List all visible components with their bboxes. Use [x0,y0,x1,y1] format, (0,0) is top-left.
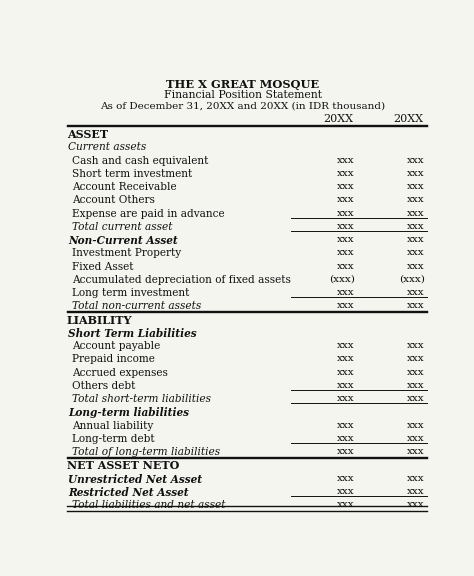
Text: xxx: xxx [337,447,355,456]
Text: Account Receivable: Account Receivable [72,182,177,192]
Text: Annual liability: Annual liability [72,420,154,430]
Text: Total non-current assets: Total non-current assets [72,301,201,312]
Text: xxx: xxx [407,156,425,165]
Text: NET ASSET NETO: NET ASSET NETO [66,460,179,471]
Text: Total liabilities and net asset: Total liabilities and net asset [72,500,226,510]
Text: xxx: xxx [337,195,355,204]
Text: Account payable: Account payable [72,341,160,351]
Text: xxx: xxx [337,156,355,165]
Text: xxx: xxx [337,169,355,178]
Text: xxx: xxx [407,195,425,204]
Text: xxx: xxx [337,262,355,271]
Text: xxx: xxx [337,473,355,483]
Text: xxx: xxx [407,420,425,430]
Text: xxx: xxx [337,354,355,363]
Text: (xxx): (xxx) [399,275,425,284]
Text: xxx: xxx [337,367,355,377]
Text: xxx: xxx [407,182,425,191]
Text: xxx: xxx [337,500,355,509]
Text: Non-Current Asset: Non-Current Asset [68,235,178,246]
Text: xxx: xxx [407,434,425,443]
Text: xxx: xxx [407,235,425,244]
Text: xxx: xxx [337,381,355,390]
Text: Total current asset: Total current asset [72,222,173,232]
Text: xxx: xxx [407,209,425,218]
Text: xxx: xxx [407,262,425,271]
Text: xxx: xxx [337,487,355,496]
Text: xxx: xxx [407,367,425,377]
Text: xxx: xxx [407,301,425,310]
Text: (xxx): (xxx) [329,275,355,284]
Text: Long-term liabilities: Long-term liabilities [68,407,190,418]
Text: xxx: xxx [407,381,425,390]
Text: Long-term debt: Long-term debt [72,434,155,444]
Text: xxx: xxx [337,222,355,231]
Text: xxx: xxx [337,248,355,257]
Text: Total of long-term liabilities: Total of long-term liabilities [72,447,220,457]
Text: Current assets: Current assets [68,142,146,153]
Text: xxx: xxx [407,341,425,350]
Text: Total short-term liabilities: Total short-term liabilities [72,394,211,404]
Text: xxx: xxx [407,222,425,231]
Text: xxx: xxx [407,169,425,178]
Text: Accumulated depreciation of fixed assets: Accumulated depreciation of fixed assets [72,275,291,285]
Text: Unrestricted Net Asset: Unrestricted Net Asset [68,473,202,484]
Text: xxx: xxx [407,354,425,363]
Text: Account Others: Account Others [72,195,155,206]
Text: LIABILITY: LIABILITY [66,314,132,325]
Text: xxx: xxx [337,341,355,350]
Text: Cash and cash equivalent: Cash and cash equivalent [72,156,209,166]
Text: 20XX: 20XX [323,115,354,124]
Text: xxx: xxx [407,473,425,483]
Text: xxx: xxx [337,420,355,430]
Text: xxx: xxx [337,235,355,244]
Text: Long term investment: Long term investment [72,288,190,298]
Text: xxx: xxx [407,447,425,456]
Text: xxx: xxx [337,288,355,297]
Text: 20XX: 20XX [393,115,423,124]
Text: Investment Property: Investment Property [72,248,181,259]
Text: xxx: xxx [337,182,355,191]
Text: xxx: xxx [337,209,355,218]
Text: Others debt: Others debt [72,381,136,391]
Text: Short term investment: Short term investment [72,169,192,179]
Text: xxx: xxx [407,487,425,496]
Text: ASSET: ASSET [66,129,108,140]
Text: xxx: xxx [407,394,425,403]
Text: THE X GREAT MOSQUE: THE X GREAT MOSQUE [166,79,319,90]
Text: xxx: xxx [407,288,425,297]
Text: Restricted Net Asset: Restricted Net Asset [68,487,189,498]
Text: Short Term Liabilities: Short Term Liabilities [68,328,197,339]
Text: Expense are paid in advance: Expense are paid in advance [72,209,225,219]
Text: Accrued expenses: Accrued expenses [72,367,168,377]
Text: Financial Position Statement: Financial Position Statement [164,90,322,100]
Text: Prepaid income: Prepaid income [72,354,155,364]
Text: xxx: xxx [407,500,425,509]
Text: xxx: xxx [407,248,425,257]
Text: xxx: xxx [337,434,355,443]
Text: xxx: xxx [337,394,355,403]
Text: As of December 31, 20XX and 20XX (in IDR thousand): As of December 31, 20XX and 20XX (in IDR… [100,101,385,110]
Text: xxx: xxx [337,301,355,310]
Text: Fixed Asset: Fixed Asset [72,262,134,272]
